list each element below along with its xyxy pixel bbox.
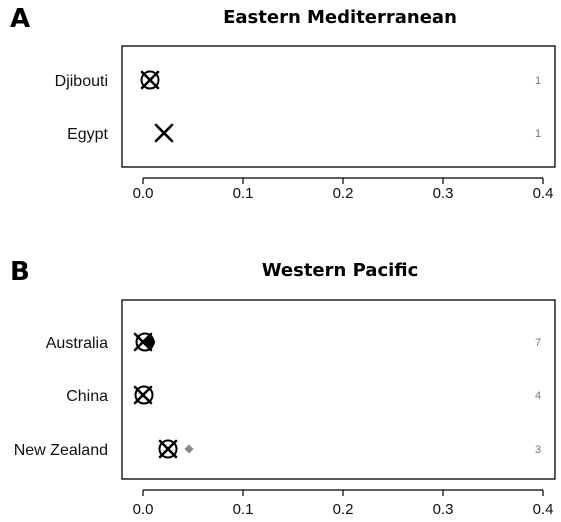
circle-marker bbox=[140, 70, 160, 90]
country-label: Egypt bbox=[67, 126, 108, 143]
panel-b-marks bbox=[133, 332, 194, 459]
panel-a-letter: A bbox=[10, 4, 30, 34]
country-label: New Zealand bbox=[14, 442, 108, 459]
panel-a-x-axis: 0.0 0.1 0.2 0.3 0.4 bbox=[133, 177, 554, 202]
x-tick-label: 0.4 bbox=[533, 501, 554, 518]
panel-b-plot-frame bbox=[121, 299, 556, 480]
x-tick-label: 0.2 bbox=[333, 185, 354, 202]
panel-b-country-labels: Australia China New Zealand bbox=[14, 335, 108, 459]
x-tick-label: 0.2 bbox=[333, 501, 354, 518]
panel-b-title: Western Pacific bbox=[262, 260, 419, 281]
x-tick-label: 0.0 bbox=[133, 501, 154, 518]
count-label: 7 bbox=[535, 337, 541, 349]
x-tick-label: 0.1 bbox=[233, 501, 254, 518]
panel-a-country-labels: Djibouti Egypt bbox=[55, 73, 109, 143]
diamond-marker bbox=[184, 444, 194, 454]
x-tick-label: 0.4 bbox=[533, 185, 554, 202]
count-label: 1 bbox=[535, 75, 541, 87]
panel-b: B Western Pacific 0.0 0.1 0.2 0.3 0.4 Austra… bbox=[10, 257, 556, 518]
panel-b-count-labels: 7 4 3 bbox=[535, 337, 541, 456]
panel-a-marks bbox=[140, 70, 174, 143]
panel-b-x-axis: 0.0 0.1 0.2 0.3 0.4 bbox=[133, 489, 554, 518]
panel-a-plot-frame bbox=[121, 45, 556, 168]
x-tick-label: 0.3 bbox=[433, 185, 454, 202]
country-label: Australia bbox=[46, 335, 108, 352]
count-label: 3 bbox=[535, 444, 541, 456]
filled-dot-marker bbox=[145, 337, 155, 347]
count-label: 4 bbox=[535, 390, 541, 402]
panel-a-count-labels: 11 bbox=[535, 75, 541, 140]
panel-a: A Eastern Mediterranean 0.0 0.1 0.2 0.3 0.4 … bbox=[10, 4, 556, 202]
country-label: Djibouti bbox=[55, 73, 108, 90]
panel-b-letter: B bbox=[10, 257, 30, 287]
circle-marker bbox=[134, 385, 154, 405]
x-tick-label: 0.1 bbox=[233, 185, 254, 202]
circle-marker bbox=[158, 439, 178, 459]
country-label: China bbox=[66, 388, 108, 405]
x-tick-label: 0.0 bbox=[133, 185, 154, 202]
cross-marker bbox=[154, 123, 174, 143]
x-tick-label: 0.3 bbox=[433, 501, 454, 518]
panel-a-title: Eastern Mediterranean bbox=[223, 7, 457, 28]
count-label: 1 bbox=[535, 128, 541, 140]
